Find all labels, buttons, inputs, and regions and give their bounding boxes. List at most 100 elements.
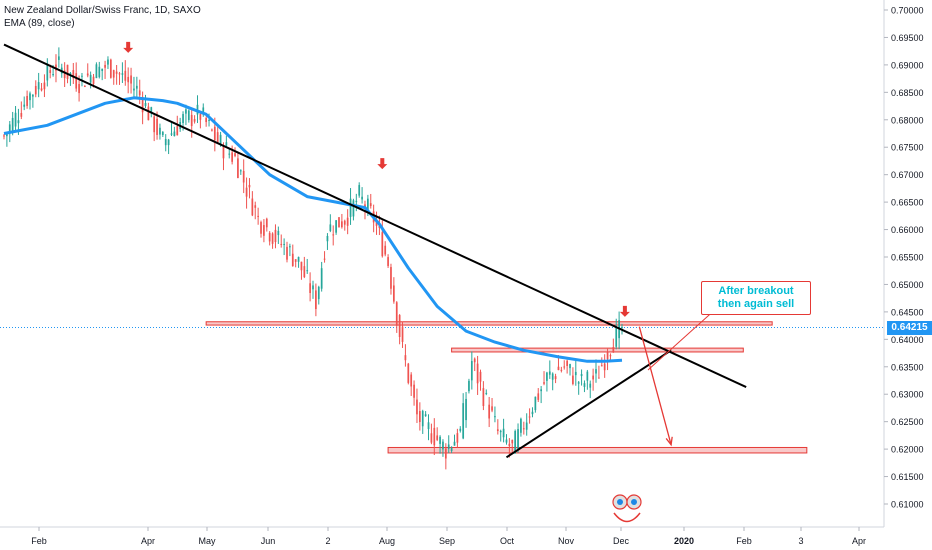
candle-body — [32, 94, 34, 97]
candle-body — [260, 222, 262, 234]
candle-body — [595, 369, 597, 374]
candle — [520, 417, 522, 437]
candle-body — [520, 418, 522, 433]
candle-body — [118, 73, 121, 75]
candle-body — [17, 120, 20, 124]
y-tick-label: 0.68500 — [891, 88, 924, 98]
candle-body — [309, 283, 311, 294]
candle — [384, 241, 387, 257]
candle-body — [499, 430, 502, 433]
y-tick-label: 0.61500 — [891, 472, 924, 482]
candle — [522, 421, 525, 435]
candle — [413, 380, 415, 406]
trendlines — [3, 43, 747, 459]
candle — [231, 145, 234, 165]
x-tick-label: 2 — [325, 536, 330, 546]
candle — [254, 201, 257, 220]
candle — [107, 56, 109, 69]
candle — [144, 94, 147, 108]
y-tick-label: 0.67000 — [891, 170, 924, 180]
candle-body — [144, 103, 147, 106]
candle-body — [404, 355, 407, 361]
candle-body — [315, 290, 317, 310]
candle — [343, 219, 346, 231]
candle-body — [442, 441, 444, 450]
candle-body — [600, 365, 603, 367]
candle — [505, 434, 508, 445]
projection-arrowhead — [665, 436, 673, 447]
y-tick-label: 0.65000 — [891, 280, 924, 290]
annotation-connector — [647, 306, 719, 371]
candle — [404, 344, 407, 367]
x-tick-label: Aug — [379, 536, 395, 546]
candle — [37, 72, 40, 98]
candle-body — [52, 74, 54, 76]
x-tick-label: Apr — [852, 536, 866, 546]
support-resistance-zones — [205, 321, 808, 454]
candle — [572, 367, 574, 386]
candle-body — [3, 135, 5, 137]
candle — [216, 126, 219, 145]
candle — [401, 321, 404, 348]
candle-body — [603, 363, 606, 371]
candle — [127, 67, 130, 94]
candle — [612, 338, 615, 353]
candle-body — [271, 233, 274, 244]
candle-body — [476, 363, 479, 384]
candle — [14, 106, 17, 133]
candle-body — [303, 266, 306, 278]
candle — [488, 396, 491, 428]
candle — [476, 355, 479, 395]
candle — [176, 115, 179, 136]
candle-body — [410, 374, 413, 387]
candle-body — [508, 443, 511, 447]
candle — [109, 58, 112, 79]
candle-body — [49, 70, 52, 73]
trendline — [505, 349, 672, 459]
candle — [369, 193, 372, 209]
candle-body — [470, 361, 473, 381]
candle — [283, 238, 285, 256]
candle — [442, 439, 444, 457]
candle-body — [66, 64, 69, 79]
candle-body — [598, 377, 600, 379]
candle-body — [211, 129, 213, 131]
candle-body — [248, 184, 251, 188]
candle — [583, 380, 586, 393]
candle-body — [387, 257, 389, 266]
candle — [473, 357, 476, 372]
y-tick-label: 0.67500 — [891, 143, 924, 153]
candle — [453, 434, 456, 446]
candle — [618, 311, 620, 350]
candle — [46, 58, 49, 87]
candle-body — [6, 132, 8, 137]
candle-body — [228, 153, 231, 155]
candle — [135, 76, 138, 99]
candle — [268, 231, 271, 246]
candle-body — [398, 315, 401, 337]
candle — [566, 359, 568, 374]
candle-body — [23, 104, 26, 107]
candle-body — [534, 396, 537, 411]
candle-body — [612, 347, 615, 353]
candle-body — [572, 375, 574, 384]
candle — [517, 423, 519, 453]
current-price-label: 0.64215 — [887, 320, 932, 335]
candle-body — [320, 268, 323, 289]
candle-body — [621, 326, 623, 328]
candle — [245, 177, 248, 209]
candle-body — [517, 429, 519, 450]
zone-rect — [387, 446, 808, 454]
candle-body — [161, 131, 164, 136]
candle — [482, 381, 485, 411]
candle — [58, 47, 60, 68]
chart-header: New Zealand Dollar/Swiss Franc, 1D, SAXO… — [4, 4, 201, 30]
candle — [606, 348, 609, 371]
y-tick-label: 0.66500 — [891, 198, 924, 208]
candle — [496, 419, 499, 435]
candle-body — [208, 119, 210, 121]
candle-body — [430, 433, 433, 443]
candle — [260, 220, 262, 238]
x-tick-label: 3 — [798, 536, 803, 546]
candle-body — [153, 116, 156, 133]
